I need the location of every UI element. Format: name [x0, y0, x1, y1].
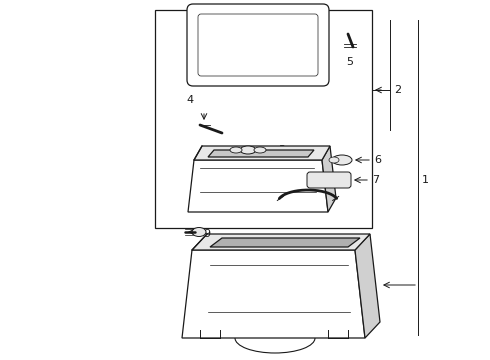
Ellipse shape: [254, 147, 266, 153]
Text: 9: 9: [203, 229, 210, 239]
Polygon shape: [194, 146, 330, 160]
Text: 2: 2: [394, 85, 401, 95]
Text: 6: 6: [374, 155, 381, 165]
Ellipse shape: [332, 155, 352, 165]
Polygon shape: [322, 146, 336, 212]
Ellipse shape: [329, 157, 339, 163]
Text: 8: 8: [301, 193, 309, 203]
Polygon shape: [210, 238, 360, 247]
Text: 4: 4: [186, 95, 194, 105]
Polygon shape: [208, 150, 314, 157]
Text: 3: 3: [278, 145, 285, 155]
Polygon shape: [182, 250, 365, 338]
Text: 5: 5: [346, 57, 353, 67]
FancyBboxPatch shape: [307, 172, 351, 188]
Ellipse shape: [192, 228, 206, 237]
Text: 7: 7: [372, 175, 379, 185]
Bar: [155, 10, 372, 228]
Text: 1: 1: [422, 175, 429, 185]
FancyBboxPatch shape: [187, 4, 329, 86]
Ellipse shape: [240, 146, 256, 154]
Ellipse shape: [230, 147, 242, 153]
Polygon shape: [192, 234, 370, 250]
Polygon shape: [188, 160, 328, 212]
Polygon shape: [355, 234, 380, 338]
